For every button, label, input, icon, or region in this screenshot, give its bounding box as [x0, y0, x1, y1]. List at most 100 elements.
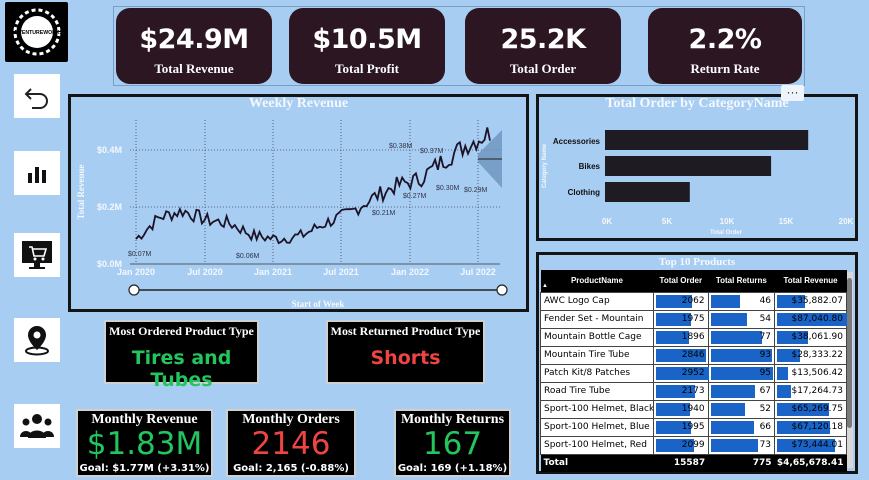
bar-chart-icon — [28, 167, 46, 183]
orders-cell: 2099 — [652, 435, 709, 455]
revenue-databar — [777, 420, 831, 434]
most-returned-title: Most Returned Product Type — [328, 322, 483, 339]
column-header-orders[interactable]: Total Order — [653, 270, 709, 292]
most-ordered-title: Most Ordered Product Type — [106, 322, 257, 339]
table-row[interactable]: Road Tire Tube 2173 67 $17,264.73 — [540, 381, 847, 401]
weekly-xtick: Jul 2021 — [323, 267, 359, 277]
revenue-value: $28,333.22 — [791, 350, 843, 360]
table-row[interactable]: Sport-100 Helmet, Black 1940 52 $65,269.75 — [540, 399, 847, 419]
orders-cell: 1975 — [652, 309, 709, 329]
table-scrollbar-thumb[interactable] — [847, 278, 852, 428]
column-header-product[interactable]: ProductName — [540, 270, 654, 292]
logo-text: ADVENTUREWORKS — [11, 30, 63, 36]
weekly-annotation: $0.38M — [389, 143, 413, 150]
revenue-databar — [777, 330, 808, 344]
product-name-cell: AWC Logo Cap — [540, 291, 654, 311]
weekly-annotation: $0.06M — [236, 253, 260, 260]
more-options-button[interactable]: ··· — [781, 85, 804, 101]
date-range-slider-start-handle[interactable] — [128, 284, 140, 296]
category-bar-accessories[interactable] — [605, 130, 809, 150]
returns-value: 54 — [759, 314, 772, 324]
revenue-value: $17,264.73 — [791, 386, 843, 396]
revenue-cell: $35,882.07 — [774, 291, 847, 311]
weekly-xtick: Jul 2022 — [460, 267, 496, 277]
column-header-returns[interactable]: Total Returns — [708, 270, 775, 292]
product-name-cell: Sport-100 Helmet, Red — [540, 435, 654, 455]
table-row[interactable]: Mountain Bottle Cage 1896 77 $38,061.90 — [540, 327, 847, 347]
orders-cell: 2846 — [652, 345, 709, 365]
weekly-xlabel: Start of Week — [292, 299, 345, 309]
revenue-databar — [777, 312, 847, 326]
date-range-slider-end-handle[interactable] — [496, 284, 508, 296]
weekly-annotation: $0.30M — [436, 185, 460, 192]
orders-databar — [655, 348, 707, 362]
kpi-value: $10.5M — [312, 24, 422, 55]
revenue-databar — [777, 384, 791, 398]
kpi-label: Total Order — [509, 61, 577, 76]
returns-cell: 52 — [707, 399, 776, 419]
weekly-revenue-title: Weekly Revenue — [248, 96, 349, 111]
monthly-card-title: Monthly Orders — [242, 412, 340, 427]
orders-databar — [655, 366, 709, 380]
orders-value: 2952 — [681, 368, 705, 378]
category-label: Clothing — [568, 188, 601, 197]
table-row[interactable]: Sport-100 Helmet, Red 2099 73 $73,444.01 — [540, 435, 847, 455]
table-row[interactable]: AWC Logo Cap 2062 46 $35,882.07 — [540, 291, 847, 311]
gear-icon: ADVENTUREWORKS — [11, 8, 63, 56]
back-button[interactable] — [14, 74, 60, 118]
orders-cell: 1995 — [652, 417, 709, 437]
revenue-value: $67,120.18 — [791, 422, 843, 432]
weekly-ytick: $0.0M — [97, 259, 122, 269]
orders-cell: 2062 — [652, 291, 709, 311]
orders-value: 2173 — [681, 386, 705, 396]
kpi-total-revenue: $24.9M Total Revenue — [116, 8, 272, 84]
revenue-cell: $73,444.01 — [774, 435, 847, 455]
product-name-cell: Mountain Tire Tube — [540, 345, 654, 365]
orders-databar — [655, 384, 695, 398]
table-row[interactable]: Mountain Tire Tube 2846 93 $28,333.22 — [540, 345, 847, 365]
nav-bar-chart-button[interactable] — [14, 151, 60, 195]
revenue-databar — [777, 438, 836, 452]
orders-databar — [655, 330, 690, 344]
orders-value: 1995 — [681, 422, 705, 432]
orders-cell: 1940 — [652, 399, 709, 419]
sort-arrow-icon[interactable]: ▲ — [542, 283, 548, 289]
nav-cart-button[interactable] — [14, 233, 60, 277]
nav-map-button[interactable] — [14, 318, 60, 362]
total-label: Total — [540, 454, 654, 472]
category-bar-bikes[interactable] — [605, 156, 772, 176]
nav-users-button[interactable] — [14, 404, 60, 448]
returns-cell: 66 — [707, 417, 776, 437]
returns-cell: 93 — [707, 345, 776, 365]
weekly-xtick: Jul 2020 — [187, 267, 223, 277]
most-returned-type-card: Most Returned Product Type Shorts — [326, 320, 485, 384]
most-ordered-type-card: Most Ordered Product Type Tires and Tube… — [104, 320, 259, 391]
table-row[interactable]: Fender Set - Mountain 1975 54 $87,040.80 — [540, 309, 847, 329]
table-row[interactable]: Patch Kit/8 Patches 2952 95 $13,506.42 — [540, 363, 847, 383]
orders-value: 1975 — [681, 314, 705, 324]
adventureworks-logo: ADVENTUREWORKS — [5, 2, 68, 62]
category-xtick: 10K — [720, 217, 735, 226]
weekly-ytick: $0.2M — [97, 202, 122, 212]
kpi-value: $24.9M — [139, 24, 249, 55]
revenue-databar — [777, 366, 788, 380]
returns-databar — [710, 366, 774, 380]
category-ylabel: Category Name — [542, 143, 548, 188]
returns-cell: 73 — [707, 435, 776, 455]
total-returns: 775 — [708, 454, 775, 472]
category-xtick: 15K — [779, 217, 794, 226]
returns-value: 46 — [759, 296, 772, 306]
returns-value: 67 — [759, 386, 772, 396]
returns-databar — [710, 294, 741, 308]
table-row[interactable]: Sport-100 Helmet, Blue 1995 66 $67,120.18 — [540, 417, 847, 437]
weekly-ytick: $0.4M — [97, 145, 122, 155]
monthly-card-title: Monthly Revenue — [91, 412, 198, 427]
kpi-label: Return Rate — [690, 61, 760, 76]
returns-value: 66 — [759, 422, 772, 432]
category-xtick: 5K — [662, 217, 672, 226]
orders-value: 2062 — [681, 296, 705, 306]
category-bar-clothing[interactable] — [605, 182, 690, 202]
revenue-databar — [777, 402, 829, 416]
column-header-revenue[interactable]: Total Revenue — [774, 270, 847, 292]
table-scrollbar[interactable] — [846, 272, 853, 468]
